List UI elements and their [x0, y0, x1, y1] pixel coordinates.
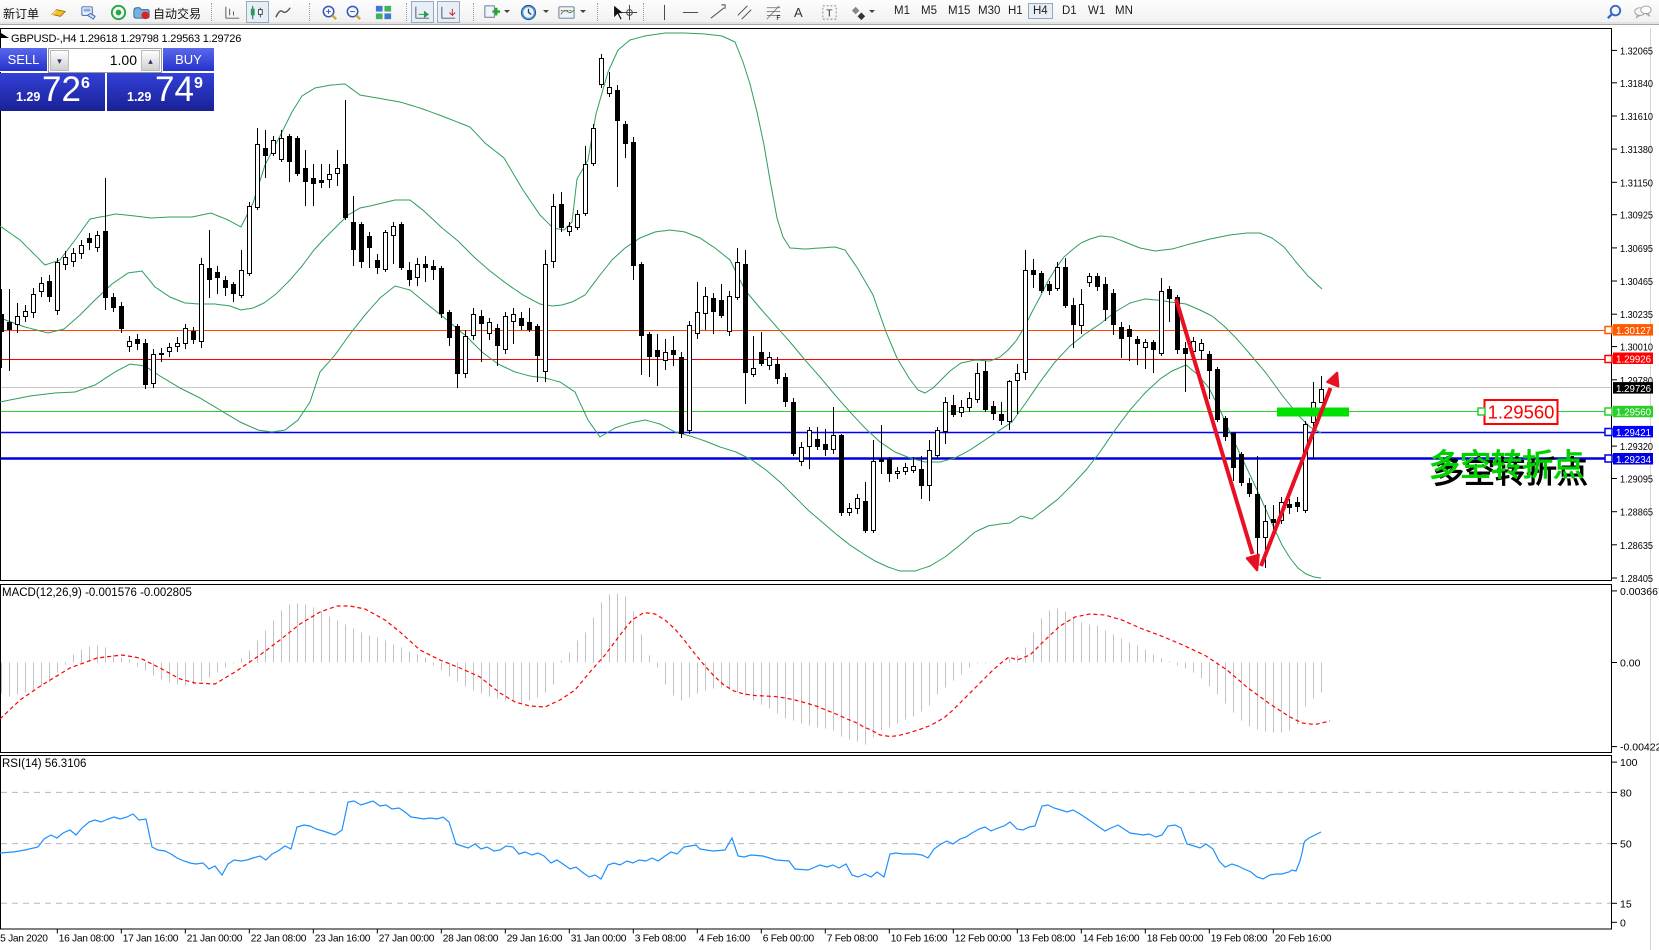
svg-text:0: 0 [1620, 917, 1626, 929]
svg-text:-0.00422: -0.00422 [1620, 742, 1659, 754]
svg-text:1.28405: 1.28405 [1620, 574, 1653, 585]
svg-text:23 Jan 16:00: 23 Jan 16:00 [315, 934, 371, 945]
svg-text:50: 50 [1620, 839, 1632, 851]
svg-text:GBPUSD-,H4 1.29618 1.29798 1.: GBPUSD-,H4 1.29618 1.29798 1.29563 1.297… [11, 33, 241, 45]
svg-text:1.29780: 1.29780 [1620, 376, 1653, 387]
svg-text:29 Jan 16:00: 29 Jan 16:00 [507, 934, 563, 945]
svg-text:1.29095: 1.29095 [1620, 475, 1653, 486]
svg-text:15 Jan 2020: 15 Jan 2020 [0, 934, 48, 945]
svg-text:1.29726: 1.29726 [1616, 383, 1651, 395]
svg-text:1.30925: 1.30925 [1620, 211, 1653, 222]
svg-text:T: T [826, 8, 833, 19]
svg-text:1.31380: 1.31380 [1620, 145, 1653, 156]
svg-text:1.29560: 1.29560 [1488, 402, 1555, 423]
svg-text:0.003667: 0.003667 [1620, 586, 1659, 598]
svg-text:19 Feb 08:00: 19 Feb 08:00 [1211, 934, 1268, 945]
svg-text:21 Jan 00:00: 21 Jan 00:00 [187, 934, 243, 945]
svg-text:16 Jan 08:00: 16 Jan 08:00 [59, 934, 115, 945]
svg-text:1.31150: 1.31150 [1620, 178, 1653, 189]
svg-text:100: 100 [1620, 757, 1638, 769]
svg-text:20 Feb 16:00: 20 Feb 16:00 [1275, 934, 1332, 945]
svg-text:6 Feb 00:00: 6 Feb 00:00 [763, 934, 815, 945]
svg-text:1.32065: 1.32065 [1620, 46, 1653, 57]
svg-text:MACD(12,26,9) -0.001576 -0.002: MACD(12,26,9) -0.001576 -0.002805 [2, 587, 192, 599]
svg-text:15: 15 [1620, 898, 1632, 910]
svg-text:多空转折点: 多空转折点 [1433, 455, 1588, 490]
svg-text:17 Jan 16:00: 17 Jan 16:00 [123, 934, 179, 945]
svg-text:1.28865: 1.28865 [1620, 508, 1653, 519]
svg-text:多空转折点: 多空转折点 [1429, 448, 1584, 483]
svg-text:1.29320: 1.29320 [1620, 442, 1653, 453]
svg-text:10 Feb 16:00: 10 Feb 16:00 [891, 934, 948, 945]
svg-text:1.31840: 1.31840 [1620, 79, 1653, 90]
svg-text:80: 80 [1620, 787, 1632, 799]
svg-text:7 Feb 08:00: 7 Feb 08:00 [827, 934, 879, 945]
svg-text:3 Feb 08:00: 3 Feb 08:00 [635, 934, 687, 945]
svg-text:1.30235: 1.30235 [1620, 310, 1653, 321]
svg-text:18 Feb 00:00: 18 Feb 00:00 [1147, 934, 1204, 945]
svg-text:12 Feb 00:00: 12 Feb 00:00 [955, 934, 1012, 945]
svg-text:14 Feb 16:00: 14 Feb 16:00 [1083, 934, 1140, 945]
svg-text:RSI(14) 56.3106: RSI(14) 56.3106 [2, 758, 86, 770]
svg-text:1.29560: 1.29560 [1616, 407, 1651, 419]
svg-text:1.29926: 1.29926 [1616, 353, 1651, 365]
svg-text:F: F [776, 15, 780, 22]
svg-text:22 Jan 08:00: 22 Jan 08:00 [251, 934, 307, 945]
svg-text:1.29234: 1.29234 [1616, 454, 1651, 466]
svg-text:28 Jan 08:00: 28 Jan 08:00 [443, 934, 499, 945]
svg-text:1.30010: 1.30010 [1620, 343, 1653, 354]
svg-text:1.30465: 1.30465 [1620, 277, 1653, 288]
svg-text:0.00: 0.00 [1620, 658, 1641, 670]
svg-text:13 Feb 08:00: 13 Feb 08:00 [1019, 934, 1076, 945]
svg-text:1.30695: 1.30695 [1620, 244, 1653, 255]
svg-text:1.31610: 1.31610 [1620, 112, 1653, 123]
svg-text:31 Jan 00:00: 31 Jan 00:00 [571, 934, 627, 945]
svg-text:1.30127: 1.30127 [1616, 325, 1651, 337]
svg-text:1.29421: 1.29421 [1616, 427, 1651, 439]
svg-text:4 Feb 16:00: 4 Feb 16:00 [699, 934, 751, 945]
svg-text:27 Jan 00:00: 27 Jan 00:00 [379, 934, 435, 945]
svg-text:1.28635: 1.28635 [1620, 541, 1653, 552]
